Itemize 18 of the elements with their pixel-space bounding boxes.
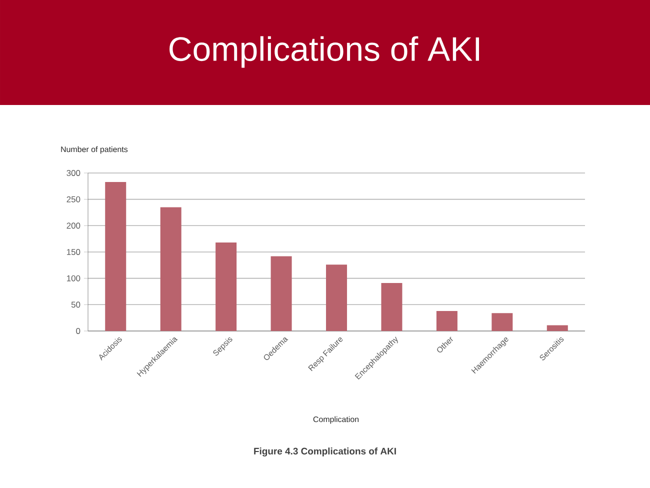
y-tick-label: 250 — [66, 196, 80, 202]
y-tick-label: 150 — [67, 248, 80, 255]
bar — [381, 283, 402, 331]
bar — [160, 207, 182, 331]
bar — [326, 264, 348, 331]
y-tick-label: 200 — [66, 222, 80, 229]
bar — [546, 325, 568, 331]
bar — [436, 310, 458, 331]
chart-title: Complications of AKI — [170, 36, 480, 68]
bar — [216, 242, 237, 331]
y-tick-label: 0 — [76, 328, 80, 334]
bar — [105, 182, 126, 331]
text: Figure 4.3 Complications of AKI — [254, 448, 396, 456]
y-tick-label: 100 — [67, 275, 80, 282]
y-tick-label: 300 — [66, 170, 80, 176]
y-tick-label: 50 — [71, 302, 80, 308]
bar — [492, 313, 513, 331]
bar — [270, 256, 292, 331]
